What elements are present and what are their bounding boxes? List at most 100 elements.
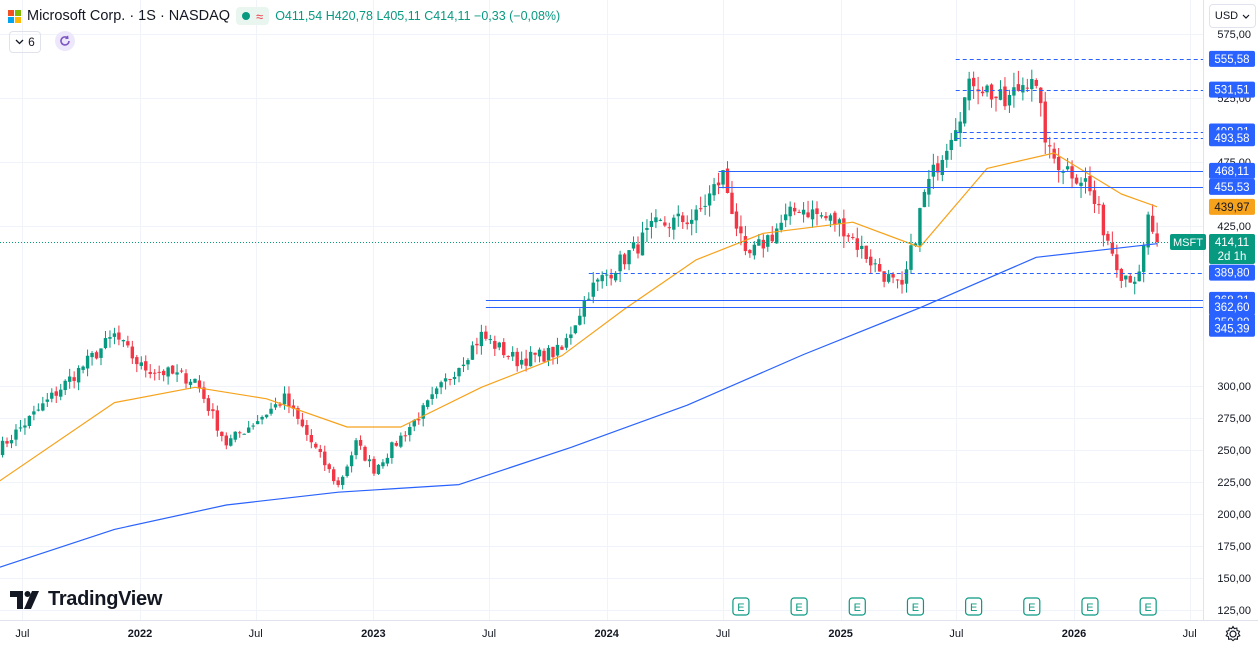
candle-body [269, 408, 273, 414]
open-value: O411,54 [275, 9, 323, 23]
candle-body [815, 208, 819, 215]
earnings-marker: E [732, 597, 750, 616]
level-price-label: 468,11 [1215, 166, 1249, 178]
candle-body [229, 438, 233, 446]
currency-selector[interactable]: USD [1209, 4, 1256, 28]
candle-body [658, 219, 663, 221]
candle-body [193, 378, 197, 383]
candle-body [1079, 182, 1083, 186]
candle-body [484, 331, 488, 339]
candle-body [842, 218, 846, 237]
candle-body [246, 427, 251, 433]
level-price-label-bg [1209, 264, 1255, 281]
candle-body [631, 242, 636, 249]
level-price-label-bg [1209, 299, 1255, 316]
candle-body [971, 77, 976, 87]
moving-average-fast-line [0, 152, 1158, 482]
candle-body [403, 435, 408, 437]
candle-body [618, 254, 622, 272]
candle-body [1092, 190, 1097, 204]
candle-body [967, 78, 971, 101]
candle-body [703, 205, 707, 207]
candle-body [882, 271, 886, 282]
level-price-label: 555,58 [1214, 54, 1249, 66]
candle-body [18, 427, 23, 429]
candle-body [1065, 166, 1070, 170]
refresh-button[interactable] [55, 31, 75, 51]
candle-body [430, 394, 434, 399]
candle-body [613, 272, 618, 281]
candle-body [690, 219, 694, 224]
candle-body [1070, 166, 1074, 179]
candle-body [676, 213, 680, 217]
y-tick-label: 200,00 [1217, 509, 1251, 521]
candle-body [712, 184, 716, 196]
candle-body [707, 193, 712, 206]
symbol-title[interactable]: Microsoft Corp. · 1S · NASDAQ [27, 8, 231, 24]
candle-body [144, 361, 148, 371]
candle-body [394, 443, 399, 446]
candle-body [1021, 85, 1025, 93]
x-tick-label: 2025 [828, 628, 852, 640]
candle-body [305, 425, 309, 435]
candle-body [130, 346, 135, 359]
tradingview-logo-icon [10, 590, 39, 609]
candle-body [766, 235, 770, 247]
candle-body [108, 337, 112, 339]
tradingview-logo-text: TradingView [48, 588, 163, 610]
candles [0, 69, 1159, 490]
tradingview-logo[interactable]: TradingView [10, 588, 162, 611]
candle-body [685, 222, 689, 225]
market-status-badge[interactable]: ≈ [236, 7, 270, 25]
candle-body [1034, 80, 1038, 86]
level-price-label: 531,51 [1214, 85, 1249, 97]
candle-body [1155, 233, 1159, 242]
candle-body [801, 209, 806, 215]
earnings-marker-label: E [854, 602, 861, 614]
candle-body [264, 414, 269, 418]
candle-body [1016, 84, 1021, 91]
candle-body [810, 209, 815, 220]
countdown-label: 2d 1h [1218, 251, 1247, 263]
candle-body [251, 425, 255, 427]
candle-body [833, 212, 837, 225]
ma-fast-price-label-bg [1209, 198, 1255, 215]
candle-body [555, 344, 560, 356]
level-price-label-bg [1209, 81, 1255, 98]
candle-body [63, 380, 67, 391]
candle-body [466, 360, 470, 365]
earnings-marker: E [1081, 597, 1099, 616]
candle-body [157, 371, 161, 373]
candle-body [989, 84, 994, 100]
level-price-label-bg [1209, 162, 1255, 179]
candle-body [175, 372, 179, 375]
candle-body [940, 159, 945, 176]
earnings-marker: E [1139, 597, 1157, 616]
candle-body [904, 269, 909, 284]
candle-body [1133, 281, 1137, 284]
earnings-badge-icon [965, 597, 983, 616]
candle-body [188, 381, 193, 385]
candle-body [743, 236, 748, 252]
earnings-badge-icon [1081, 597, 1099, 616]
level-price-label-bg [1209, 50, 1255, 67]
candle-body [202, 387, 206, 399]
candle-body [161, 370, 166, 376]
candle-body [779, 222, 783, 230]
candle-body [238, 432, 242, 434]
candle-body [399, 435, 403, 447]
candle-body [452, 376, 457, 380]
settings-gear-icon[interactable] [1224, 625, 1242, 643]
candle-body [721, 170, 725, 185]
candle-body [716, 182, 721, 186]
symbol-header: Microsoft Corp. · 1S · NASDAQ ≈ O411,54 … [8, 6, 560, 26]
candle-body [864, 245, 868, 260]
candle-body [788, 206, 792, 217]
y-tick-label: 250,00 [1217, 445, 1251, 457]
candle-body [385, 457, 390, 464]
candle-body [332, 469, 336, 482]
candle-body [645, 228, 649, 230]
indicators-toggle-button[interactable]: 6 [9, 31, 41, 53]
x-tick-label: Jul [482, 628, 496, 640]
